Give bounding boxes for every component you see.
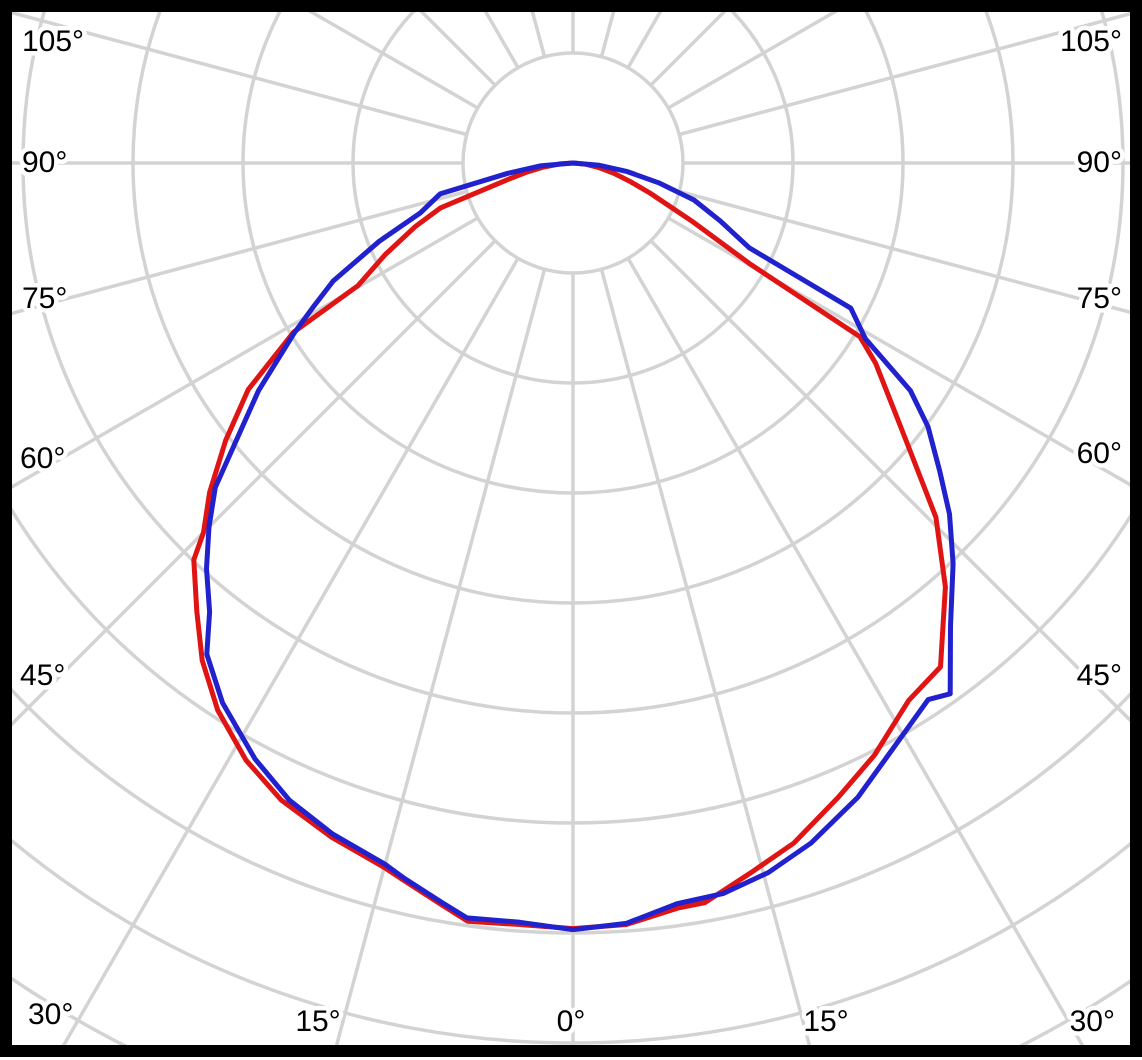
- angle-label-left: 90°: [22, 146, 67, 179]
- grid-spoke: [678, 12, 1130, 137]
- angle-label-bottom: 15°: [803, 1005, 848, 1038]
- angle-label-left: 105°: [22, 25, 84, 58]
- intensity-red-curve: [191, 160, 948, 932]
- grid-spoke: [307, 12, 479, 110]
- angle-label-right: 105°: [1060, 25, 1122, 58]
- intensity-blue-curve: [204, 160, 956, 933]
- angle-label-right: 45°: [1077, 659, 1122, 692]
- grid-spoke: [12, 239, 497, 727]
- angle-label-left: 45°: [20, 659, 65, 692]
- angle-label-right: 90°: [1077, 146, 1122, 179]
- grid-spoke: [12, 12, 468, 137]
- angle-label-right: 75°: [1077, 282, 1122, 315]
- grid-spoke: [649, 239, 1130, 723]
- angle-label-bottom: 15°: [295, 1005, 340, 1038]
- angle-labels: 105° 90° 75° 60° 45° 30° 105° 90° 75° 60° 45° 30° 15…: [16, 21, 1127, 1043]
- grid-spoke: [61, 257, 520, 1045]
- grid-spoke: [678, 189, 1130, 315]
- grid-spoke: [667, 12, 839, 110]
- grid-spoke: [12, 189, 468, 316]
- grid-spoke: [667, 216, 1130, 487]
- grid-spoke: [334, 268, 547, 1045]
- angle-label-left: 75°: [22, 282, 67, 315]
- angle-label-left: 30°: [28, 998, 73, 1031]
- grid-spoke: [626, 257, 1085, 1045]
- angle-label-bottom: 0°: [557, 1005, 586, 1038]
- angle-label-right: 30°: [1070, 1005, 1115, 1038]
- grid-spoke: [599, 268, 812, 1045]
- angle-label-right: 60°: [1077, 437, 1122, 470]
- angle-label-left: 60°: [20, 442, 65, 475]
